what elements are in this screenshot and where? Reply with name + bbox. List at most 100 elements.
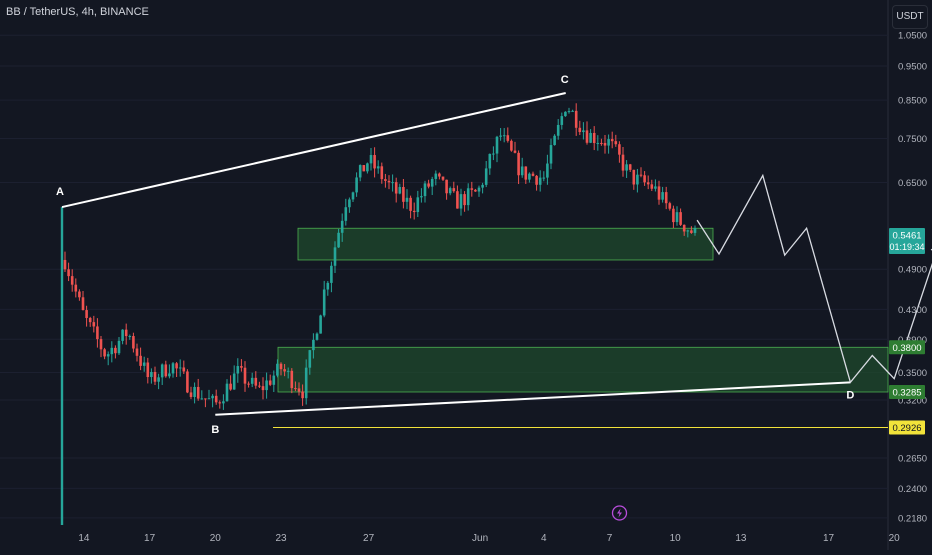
candle-body — [686, 230, 690, 232]
candle-body — [639, 174, 643, 176]
candle-body — [319, 315, 322, 334]
candle-body — [229, 383, 232, 390]
wave-label-C: C — [561, 74, 569, 86]
candle-body — [240, 366, 243, 368]
candle-body — [193, 386, 196, 397]
candle-body — [106, 354, 110, 357]
time-tick-label: 14 — [78, 533, 90, 544]
candle-body — [448, 188, 452, 194]
price-badge-label: 0.3800 — [892, 343, 921, 354]
price-tick-label: 0.7500 — [898, 134, 927, 145]
candle-body — [153, 371, 157, 382]
symbol-title: BB / TetherUS, 4h, BINANCE — [6, 6, 149, 18]
candle-body — [103, 349, 106, 357]
candle-body — [286, 370, 290, 372]
candle-body — [380, 166, 384, 180]
candle-body — [369, 155, 373, 164]
candle-body — [214, 395, 218, 403]
candle-body — [301, 391, 304, 399]
candle-body — [121, 329, 124, 341]
candle-body — [294, 388, 297, 390]
time-tick-label: 7 — [607, 533, 613, 544]
candle-body — [506, 135, 510, 141]
candle-body — [211, 395, 214, 399]
candle-body — [351, 192, 355, 200]
candle-body — [175, 363, 178, 369]
candle-body — [348, 199, 351, 208]
candle-body — [668, 203, 672, 209]
candle-body — [297, 388, 301, 392]
candle-body — [362, 165, 366, 172]
candle-body — [470, 188, 474, 190]
lightning-icon-ring — [611, 505, 628, 521]
candle-body — [574, 110, 578, 128]
candle-body — [124, 329, 128, 337]
candle-body — [484, 168, 488, 185]
candle-body — [571, 110, 574, 112]
candle-body — [560, 116, 564, 125]
candle-body — [114, 347, 117, 354]
candle-body — [254, 377, 258, 386]
price-tick-label: 0.4300 — [898, 305, 927, 316]
candle-body — [463, 194, 466, 206]
price-tick-label: 0.3500 — [898, 368, 927, 379]
candle-body — [96, 326, 99, 340]
lightning-icon[interactable] — [611, 505, 628, 521]
candle-body — [531, 173, 535, 176]
time-tick-label: 13 — [735, 533, 747, 544]
candle-body — [456, 191, 459, 209]
candle-body — [250, 377, 254, 384]
candle-body — [495, 136, 499, 154]
candle-body — [74, 284, 78, 292]
candle-body — [603, 143, 607, 146]
candle-body — [135, 348, 139, 356]
candle-body — [474, 189, 477, 192]
candle-body — [628, 164, 632, 170]
candle-body — [679, 212, 682, 225]
candle-body — [88, 317, 92, 323]
candle-body — [589, 132, 592, 143]
candle-body — [70, 276, 74, 285]
candle-body — [358, 165, 362, 178]
candle-body — [513, 150, 517, 153]
time-tick-label: 17 — [823, 533, 835, 544]
candle-body — [261, 386, 265, 391]
candle-body — [445, 179, 448, 194]
candle-body — [326, 282, 330, 290]
candle-body — [78, 291, 81, 298]
candle-body — [582, 130, 585, 133]
candle-body — [258, 385, 261, 387]
price-tick-label: 0.3200 — [898, 396, 927, 407]
candle-body — [63, 259, 67, 270]
price-badge — [889, 340, 925, 355]
candle-body — [520, 166, 524, 176]
candle-body — [222, 401, 225, 404]
candle-body — [67, 269, 70, 277]
candle-body — [247, 383, 250, 385]
candle-body — [232, 373, 236, 390]
price-badge-label: 0.3285 — [892, 387, 921, 398]
currency-button[interactable]: USDT — [892, 5, 928, 29]
candle-body — [290, 370, 294, 389]
time-tick-label: 10 — [670, 533, 682, 544]
candle-body — [117, 340, 121, 354]
candle-body — [556, 124, 560, 136]
candle-body — [304, 367, 308, 399]
candle-body — [308, 350, 312, 368]
candle-body — [643, 175, 646, 183]
candle-body — [164, 364, 168, 377]
candle-body — [614, 141, 618, 145]
candle-body — [452, 188, 456, 192]
time-tick-label: 23 — [275, 533, 287, 544]
candle-body — [535, 175, 538, 185]
price-tick-label: 0.9500 — [898, 61, 927, 72]
candle-body — [693, 227, 697, 233]
candle-body — [654, 186, 657, 189]
candle-body — [139, 355, 142, 366]
candle-body — [128, 336, 132, 338]
candle-body — [272, 375, 276, 385]
candle-body — [333, 247, 337, 266]
candle-body — [376, 166, 380, 169]
